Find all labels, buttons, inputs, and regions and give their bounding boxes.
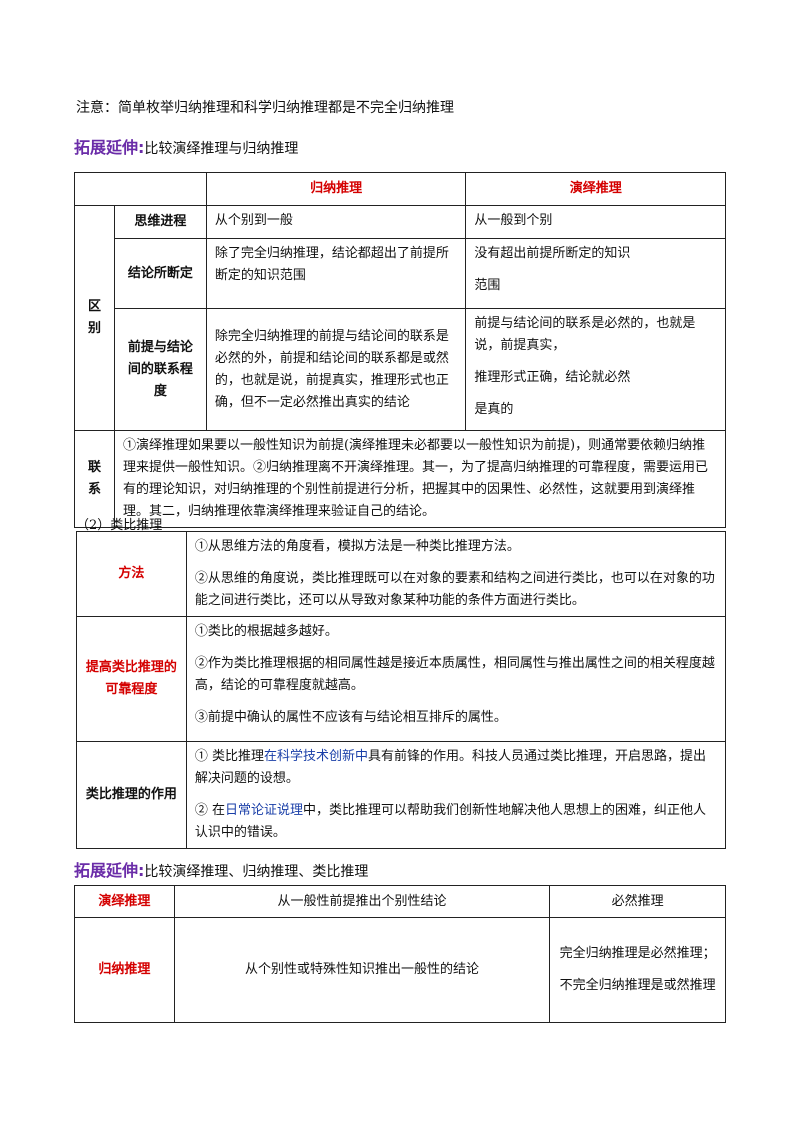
deduction-connection-line1: 前提与结论间的联系是必然的，也就是说，前提真实，	[474, 316, 696, 353]
role-1-prefix: ① 类比推理	[194, 749, 264, 764]
label-method: 方法	[76, 531, 187, 617]
cell-deduction-conclusion: 没有超出前提所断定的知识 范围	[465, 238, 726, 309]
label-reliability: 提高类比推理的可靠程度	[76, 616, 187, 742]
cell-reliability: ①类比的根据越多越好。 ②作为类比推理根据的相同属性越是接近本质属性，相同属性与…	[185, 616, 727, 742]
role-item-2: ② 在日常论证说理中，类比推理可以帮助我们创新性地解决他人思想上的困难，纠正他人…	[195, 800, 717, 844]
note-text: 注意：简单枚举归纳推理和科学归纳推理都是不完全归纳推理	[76, 100, 454, 116]
method-item-1: ①从思维方法的角度看，模拟方法是一种类比推理方法。	[194, 539, 520, 554]
role-2-link[interactable]: 日常论证说理	[225, 803, 304, 818]
cell-induction-conclusion: 除了完全归纳推理，结论都超出了前提所断定的知识范围	[205, 238, 467, 309]
group-link-label: 联 系	[74, 430, 115, 528]
header-induction: 归纳推理	[205, 172, 467, 206]
extension-text: 比较演绎推理与归纳推理	[144, 141, 299, 157]
role-2-prefix: ② 在	[194, 803, 225, 818]
comparison-table-deduction-induction: 归纳推理 演绎推理 区 别 思维进程 从个别到一般 从一般到个别 结论所断定 除…	[74, 172, 727, 528]
label-role: 类比推理的作用	[76, 741, 187, 849]
induction-type-a: 完全归纳推理是必然推理；	[559, 946, 716, 961]
row-label-process: 思维进程	[113, 205, 207, 239]
cell-induction-process: 从个别到一般	[205, 205, 467, 239]
induction-type-b: 不完全归纳推理是或然推理	[559, 978, 716, 993]
desc-deduction: 从一般性前提推出个别性结论	[173, 885, 551, 918]
method-item-2: ②从思维的角度说，类比推理既可以在对象的要素和结构之间进行类比，也可以在对象的功…	[194, 571, 715, 608]
row-label-conclusion: 结论所断定	[113, 238, 207, 309]
role-2-suffix: 中，类比推理可以帮助我们创新性地解决他人思想上的困难，纠正他人认识中的错误。	[194, 803, 707, 840]
extension-heading-2: 拓展延伸:比较演绎推理、归纳推理、类比推理	[74, 857, 368, 881]
reliability-item-3: ③前提中确认的属性不应该有与结论相互排斥的属性。	[194, 710, 507, 725]
role-1-link[interactable]: 在科学技术创新中	[264, 749, 369, 764]
extension-tag: 拓展延伸:	[74, 138, 145, 157]
row-label-connection: 前提与结论间的联系程度	[113, 308, 207, 431]
role-item-1: ① 类比推理在科学技术创新中具有前锋的作用。科技人员通过类比推理，开启思路，提出…	[195, 746, 717, 790]
cell-link-text: ①演绎推理如果要以一般性知识为前提(演绎推理未必都要以一般性知识为前提)，则通常…	[113, 430, 727, 528]
group-difference-label: 区 别	[74, 205, 115, 431]
cell-role: ① 类比推理在科学技术创新中具有前锋的作用。科技人员通过类比推理，开启思路，提出…	[185, 741, 727, 849]
extension-tag-2: 拓展延伸:	[74, 861, 145, 880]
label-deduction: 演绎推理	[74, 885, 175, 918]
reliability-item-2: ②作为类比推理根据的相同属性越是接近本质属性，相同属性与推出属性之间的相关程度越…	[194, 656, 715, 693]
corner-cell	[74, 172, 207, 206]
deduction-connection-line2: 推理形式正确，结论就必然	[474, 370, 631, 385]
cell-deduction-process: 从一般到个别	[465, 205, 726, 239]
analogy-table: 方法 ①从思维方法的角度看，模拟方法是一种类比推理方法。 ②从思维的角度说，类比…	[76, 531, 727, 849]
role-1-suffix: 具有前锋的作用。科技人员通过类比推理，开启思路，提出解决问题的设想。	[194, 749, 707, 786]
extension-text-2: 比较演绎推理、归纳推理、类比推理	[144, 864, 369, 880]
deduction-conclusion-line1: 没有超出前提所断定的知识	[474, 246, 631, 261]
section-heading-analogy: （2）类比推理	[76, 518, 163, 533]
three-reasoning-table: 演绎推理 从一般性前提推出个别性结论 必然推理 归纳推理 从个别性或特殊性知识推…	[74, 885, 726, 1023]
extension-heading-1: 拓展延伸:比较演绎推理与归纳推理	[74, 134, 298, 158]
reliability-item-1: ①类比的根据越多越好。	[194, 624, 338, 639]
header-deduction: 演绎推理	[465, 172, 726, 206]
desc-induction: 从个别性或特殊性知识推出一般性的结论	[173, 917, 551, 1023]
label-induction: 归纳推理	[74, 917, 175, 1023]
cell-method: ①从思维方法的角度看，模拟方法是一种类比推理方法。 ②从思维的角度说，类比推理既…	[185, 531, 727, 617]
type-deduction: 必然推理	[549, 885, 726, 918]
deduction-conclusion-line2: 范围	[474, 278, 501, 293]
cell-deduction-connection: 前提与结论间的联系是必然的，也就是说，前提真实， 推理形式正确，结论就必然 是真…	[465, 308, 726, 431]
deduction-connection-line3: 是真的	[474, 402, 514, 417]
cell-induction-connection: 除完全归纳推理的前提与结论间的联系是必然的外，前提和结论间的联系都是或然的，也就…	[205, 308, 467, 431]
type-induction: 完全归纳推理是必然推理； 不完全归纳推理是或然推理	[549, 917, 726, 1023]
